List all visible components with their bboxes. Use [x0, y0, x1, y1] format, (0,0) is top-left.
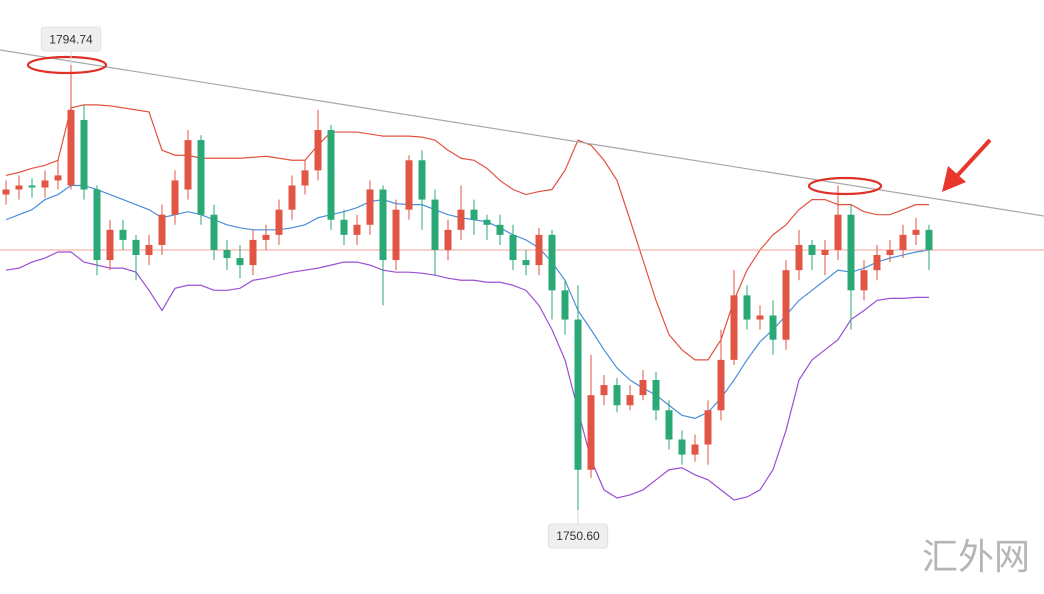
candle-body — [717, 359, 725, 411]
candle-body — [678, 439, 686, 455]
candle-body — [249, 239, 257, 266]
bollinger-bands — [5, 104, 930, 501]
candle-body — [340, 219, 348, 235]
candle-body — [860, 270, 868, 291]
candle-body — [223, 249, 231, 259]
candle-body — [574, 319, 582, 470]
candle-body — [691, 444, 699, 455]
candle-body — [210, 214, 218, 250]
candle-body — [418, 160, 426, 200]
candle-body — [795, 244, 803, 271]
candle-body — [639, 380, 647, 396]
candle-body — [431, 199, 439, 250]
candle-body — [873, 255, 881, 271]
candle-body — [756, 315, 764, 320]
candle-body — [132, 239, 140, 256]
candle-body — [821, 249, 829, 256]
candle-body — [587, 395, 595, 470]
candle-body — [509, 234, 517, 261]
candle-body — [834, 214, 842, 250]
candle-body — [626, 395, 634, 406]
candle-body — [158, 214, 166, 245]
candle-body — [301, 170, 309, 186]
candle-body — [353, 224, 361, 235]
candle-body — [535, 234, 543, 266]
candle-body — [314, 130, 322, 171]
candle-body — [782, 270, 790, 340]
candle-body — [405, 160, 413, 210]
candle-body — [769, 315, 777, 340]
candle-body — [886, 249, 894, 256]
candle-body — [366, 189, 374, 225]
candle-body — [483, 219, 491, 225]
candle-body — [743, 295, 751, 320]
candle-body — [704, 410, 712, 445]
candle-body — [197, 140, 205, 215]
candle-body — [561, 290, 569, 320]
candle-body — [41, 180, 49, 188]
candle-body — [613, 385, 621, 406]
candle-body — [808, 244, 816, 256]
candles — [2, 65, 933, 511]
annotations: 1794.74 1750.60 — [40, 26, 609, 549]
price-tag: 1750.60 — [547, 510, 609, 549]
candle-body — [67, 109, 75, 186]
price-tag-label: 1794.74 — [49, 32, 93, 46]
watermark: 汇外网 — [922, 537, 1030, 578]
candle-body — [652, 380, 660, 411]
candle-body — [28, 185, 36, 188]
candle-body — [93, 189, 101, 261]
price-tag: 1794.74 — [40, 26, 102, 66]
band-line — [5, 104, 929, 361]
candle-body — [444, 229, 452, 250]
arrow-shaft — [954, 138, 992, 179]
candle-body — [912, 229, 920, 235]
candle-body — [600, 385, 608, 396]
price-tag-label: 1750.60 — [556, 529, 600, 543]
candle-body — [171, 180, 179, 215]
trend-line — [0, 49, 1044, 217]
candle-body — [2, 189, 10, 195]
candle-body — [392, 209, 400, 261]
candle-body — [496, 224, 504, 235]
candle-body — [457, 209, 465, 230]
candle-body — [275, 209, 283, 235]
arrow — [942, 138, 992, 192]
candle-body — [470, 209, 478, 220]
highlight-ellipse — [807, 176, 883, 196]
candle-body — [288, 185, 296, 210]
candle-body — [262, 234, 270, 240]
arrow-head — [942, 166, 966, 192]
candle-body — [548, 234, 556, 291]
candle-body — [665, 410, 673, 440]
candle-body — [730, 295, 738, 360]
candle-body — [925, 229, 933, 250]
candle-body — [899, 234, 907, 250]
candle-body — [106, 229, 114, 261]
candle-body — [80, 119, 88, 190]
candle-body — [119, 229, 127, 240]
candle-body — [236, 258, 244, 266]
candle-body — [522, 260, 530, 266]
candle-body — [184, 140, 192, 190]
candle-body — [15, 185, 23, 190]
highlight-ellipse — [26, 55, 108, 75]
candle-body — [379, 189, 387, 261]
candle-body — [847, 214, 855, 291]
candle-body — [327, 130, 335, 220]
band-line — [5, 251, 929, 501]
candle-body — [145, 244, 153, 256]
candle-body — [54, 175, 62, 181]
